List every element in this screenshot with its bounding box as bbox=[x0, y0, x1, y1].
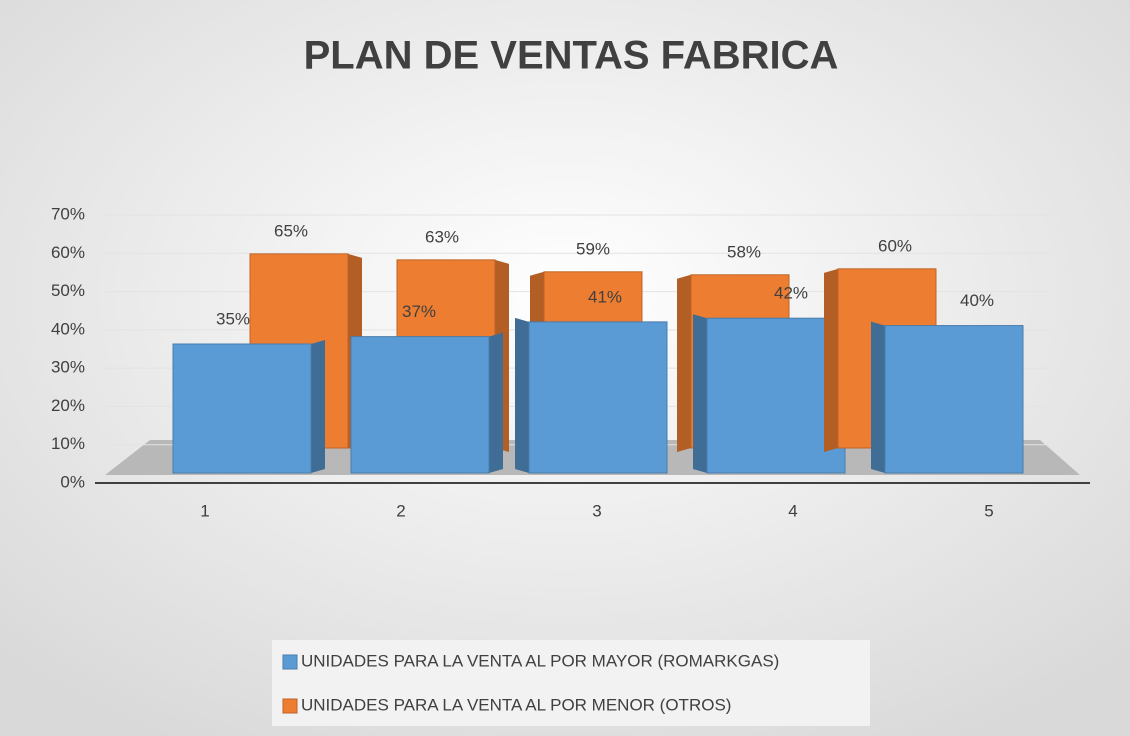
legend bbox=[272, 640, 870, 726]
data-label: 41% bbox=[588, 287, 622, 306]
bar-side bbox=[677, 274, 691, 452]
data-label: 40% bbox=[960, 291, 994, 310]
x-tick-label: 1 bbox=[200, 501, 209, 520]
y-tick-label: 40% bbox=[51, 319, 85, 338]
bar-side bbox=[693, 314, 707, 473]
legend-label: UNIDADES PARA LA VENTA AL POR MAYOR (ROM… bbox=[301, 651, 779, 670]
y-tick-label: 70% bbox=[51, 204, 85, 223]
data-label: 58% bbox=[727, 242, 761, 261]
y-tick-label: 30% bbox=[51, 358, 85, 377]
data-label: 63% bbox=[425, 227, 459, 246]
x-tick-label: 3 bbox=[592, 501, 601, 520]
bar-side bbox=[311, 340, 325, 473]
x-tick-label: 5 bbox=[984, 501, 993, 520]
x-tick-label: 4 bbox=[788, 501, 797, 520]
data-label: 59% bbox=[576, 239, 610, 258]
y-tick-label: 50% bbox=[51, 281, 85, 300]
bar-side bbox=[489, 332, 503, 473]
data-label: 37% bbox=[402, 302, 436, 321]
bar-side bbox=[871, 321, 885, 473]
bar bbox=[528, 321, 668, 474]
legend-swatch bbox=[282, 698, 298, 714]
data-label: 60% bbox=[878, 236, 912, 255]
bar-side bbox=[515, 317, 529, 473]
legend-swatch bbox=[282, 654, 298, 670]
chart-title: PLAN DE VENTAS FABRICA bbox=[304, 34, 839, 78]
bar bbox=[350, 336, 490, 474]
y-tick-label: 60% bbox=[51, 243, 85, 262]
y-tick-label: 10% bbox=[51, 434, 85, 453]
bar bbox=[884, 325, 1024, 474]
data-label: 65% bbox=[274, 221, 308, 240]
y-tick-label: 20% bbox=[51, 396, 85, 415]
bar bbox=[172, 343, 312, 474]
bar bbox=[706, 317, 846, 474]
bar-side bbox=[824, 268, 838, 452]
data-label: 35% bbox=[216, 309, 250, 328]
y-tick-label: 0% bbox=[60, 472, 85, 491]
x-tick-label: 2 bbox=[396, 501, 405, 520]
legend-label: UNIDADES PARA LA VENTA AL POR MENOR (OTR… bbox=[301, 695, 731, 714]
data-label: 42% bbox=[774, 284, 808, 303]
